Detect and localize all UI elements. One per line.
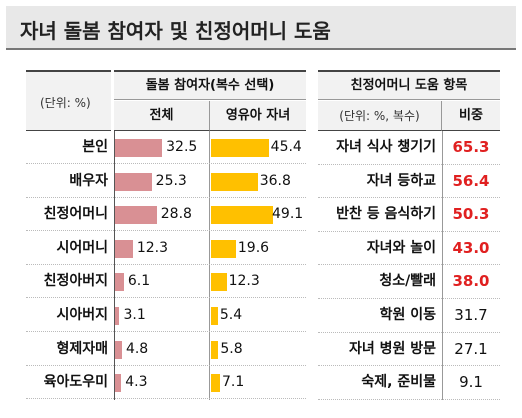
row-label: 친정아버지 xyxy=(26,265,108,298)
table-row: 반찬 등 음식하기 50.3 xyxy=(318,198,500,232)
column-header-infant: 영유아 자녀 xyxy=(210,101,306,131)
page-title: 자녀 돌봄 참여자 및 친정어머니 도움 xyxy=(20,15,331,44)
total-value: 28.8 xyxy=(161,198,192,231)
table-row: 친정어머니 28.8 49.1 xyxy=(26,198,306,231)
row-label: 본인 xyxy=(26,131,108,164)
help-item-ratio: 38.0 xyxy=(442,265,500,299)
help-item-label: 자녀 식사 챙기기 xyxy=(318,131,436,165)
total-value: 6.1 xyxy=(128,265,150,298)
total-bar xyxy=(115,374,121,392)
infant-bar xyxy=(211,139,269,157)
ratio-header: 비중 xyxy=(442,101,500,131)
total-bar xyxy=(115,341,122,359)
total-bar xyxy=(115,206,157,224)
infant-value: 5.4 xyxy=(220,299,242,332)
caregiver-table: (단위: %) 돌봄 참여자(복수 선택) 전체 영유아 자녀 본인 32.5 45… xyxy=(26,70,306,400)
row-label: 시어머니 xyxy=(26,232,108,265)
infant-value: 49.1 xyxy=(272,198,303,231)
row-label: 육아도우미 xyxy=(26,366,108,399)
table-row: 육아도우미 4.3 7.1 xyxy=(26,366,306,399)
infant-value: 5.8 xyxy=(220,333,242,366)
infant-bar xyxy=(211,206,273,224)
table-row: 본인 32.5 45.4 xyxy=(26,131,306,164)
total-value: 3.1 xyxy=(123,299,145,332)
row-label: 형제자매 xyxy=(26,333,108,366)
group-header: 돌봄 참여자(복수 선택) xyxy=(114,70,306,100)
row-label: 친정어머니 xyxy=(26,198,108,231)
table-row: 시아버지 3.1 5.4 xyxy=(26,299,306,332)
table-row: 시어머니 12.3 19.6 xyxy=(26,232,306,265)
total-bar xyxy=(115,273,124,291)
total-value: 4.8 xyxy=(126,333,148,366)
total-value: 32.5 xyxy=(166,131,197,164)
total-value: 25.3 xyxy=(156,165,187,198)
total-bar xyxy=(115,139,162,157)
table-row: 배우자 25.3 36.8 xyxy=(26,165,306,198)
help-item-ratio: 9.1 xyxy=(442,366,500,400)
infant-value: 36.8 xyxy=(260,165,291,198)
unit-header-cell: (단위: %) xyxy=(26,70,111,131)
infant-value: 7.1 xyxy=(222,366,244,399)
total-bar xyxy=(115,240,133,258)
help-items-table: 친정어머니 도움 항목 (단위: %, 복수) 비중 자녀 식사 챙기기 65.3… xyxy=(318,70,500,400)
infant-bar xyxy=(211,240,236,258)
table-row: 자녀와 놀이 43.0 xyxy=(318,232,500,266)
total-bar xyxy=(115,173,152,191)
help-item-label: 청소/빨래 xyxy=(318,265,436,299)
column-header-total: 전체 xyxy=(114,101,210,131)
help-item-label: 숙제, 준비물 xyxy=(318,366,436,400)
help-item-ratio: 43.0 xyxy=(442,232,500,266)
table-row: 형제자매 4.8 5.8 xyxy=(26,333,306,366)
help-item-ratio: 31.7 xyxy=(442,299,500,333)
infant-value: 45.4 xyxy=(271,131,302,164)
unit-label: (단위: %) xyxy=(40,94,91,111)
infant-value: 19.6 xyxy=(238,232,269,265)
table-row: 친정아버지 6.1 12.3 xyxy=(26,265,306,298)
table-row: 숙제, 준비물 9.1 xyxy=(318,366,500,400)
total-bar xyxy=(115,307,119,325)
total-value: 12.3 xyxy=(137,232,168,265)
infant-value: 12.3 xyxy=(229,265,260,298)
infant-bar xyxy=(211,307,218,325)
infant-bar xyxy=(211,341,218,359)
help-item-label: 학원 이동 xyxy=(318,299,436,333)
row-label: 배우자 xyxy=(26,165,108,198)
title-bar: 자녀 돌봄 참여자 및 친정어머니 도움 xyxy=(6,6,516,50)
table-row: 자녀 식사 챙기기 65.3 xyxy=(318,131,500,165)
infant-bar xyxy=(211,273,227,291)
table-row: 청소/빨래 38.0 xyxy=(318,265,500,299)
table-row: 자녀 병원 방문 27.1 xyxy=(318,333,500,367)
help-item-ratio: 65.3 xyxy=(442,131,500,165)
help-item-label: 자녀와 놀이 xyxy=(318,232,436,266)
help-items-header: 친정어머니 도움 항목 xyxy=(318,70,500,100)
help-item-label: 자녀 등하교 xyxy=(318,165,436,199)
infant-bar xyxy=(211,374,220,392)
table-row: 학원 이동 31.7 xyxy=(318,299,500,333)
help-item-label: 자녀 병원 방문 xyxy=(318,333,436,367)
row-label: 시아버지 xyxy=(26,299,108,332)
table-row: 자녀 등하교 56.4 xyxy=(318,165,500,199)
total-value: 4.3 xyxy=(125,366,147,399)
help-items-unit: (단위: %, 복수) xyxy=(318,101,442,131)
infant-bar xyxy=(211,173,258,191)
help-item-ratio: 27.1 xyxy=(442,333,500,367)
help-item-ratio: 50.3 xyxy=(442,198,500,232)
help-item-ratio: 56.4 xyxy=(442,165,500,199)
help-item-label: 반찬 등 음식하기 xyxy=(318,198,436,232)
